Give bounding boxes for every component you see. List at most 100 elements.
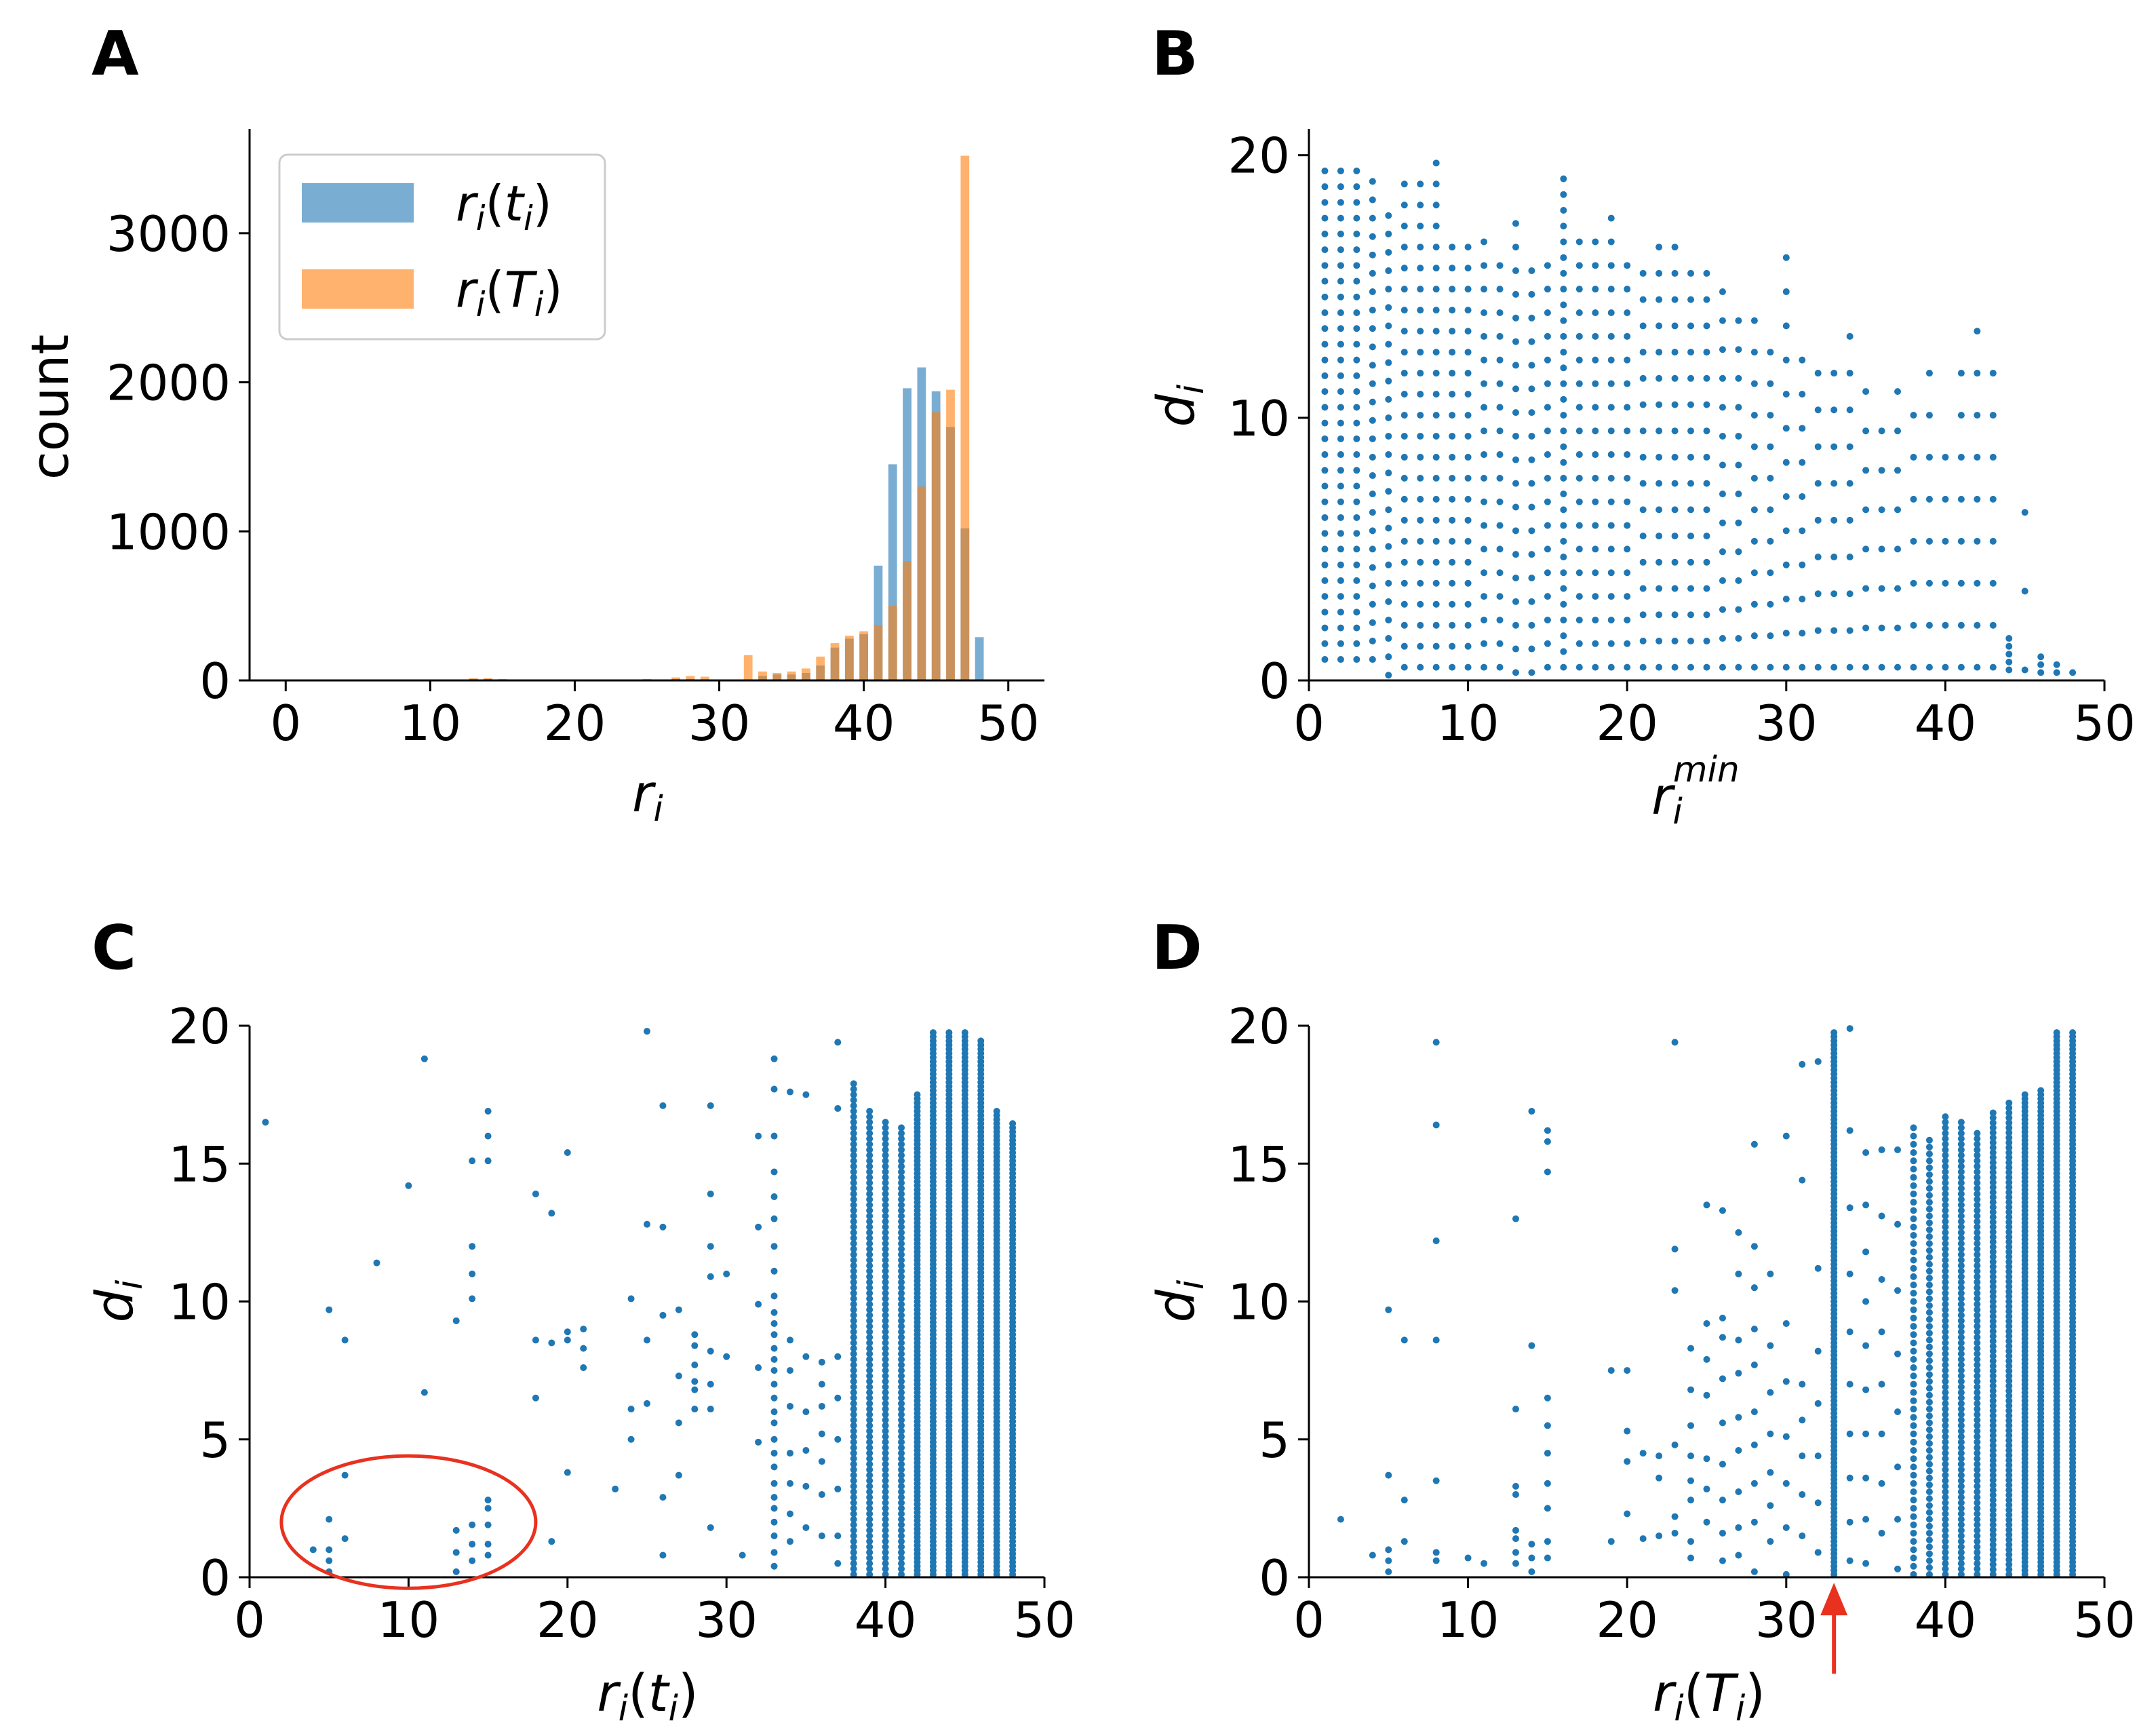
b-point xyxy=(1974,453,1981,461)
d-point xyxy=(1989,1531,1997,1539)
b-point xyxy=(1655,269,1663,277)
b-point xyxy=(1353,435,1360,442)
a-y-axis-label: count xyxy=(20,334,80,480)
c-point xyxy=(898,1201,905,1209)
c-point xyxy=(770,1193,778,1201)
b-y-tick-label: 10 xyxy=(1228,390,1290,447)
c-point xyxy=(882,1168,889,1176)
b-point xyxy=(1544,286,1551,293)
b-point xyxy=(1385,469,1392,477)
c-point xyxy=(898,1140,905,1148)
c-point xyxy=(882,1235,889,1242)
b-point xyxy=(1496,356,1504,364)
b-point xyxy=(1385,672,1392,679)
a-bar-series-2 xyxy=(903,561,912,680)
d-point xyxy=(1925,1171,1933,1178)
c-point xyxy=(882,1317,889,1324)
b-point xyxy=(1481,616,1488,623)
b-point xyxy=(1321,609,1329,616)
d-point xyxy=(1957,1290,1965,1297)
c-point xyxy=(564,1149,571,1156)
b-point xyxy=(1353,624,1360,632)
d-point xyxy=(2005,1208,2013,1216)
c-point xyxy=(866,1267,874,1275)
c-point xyxy=(898,1570,905,1578)
b-point xyxy=(1512,669,1519,676)
c-point xyxy=(882,1361,889,1368)
d-point xyxy=(1544,1168,1551,1176)
c-point xyxy=(866,1538,874,1545)
d-point xyxy=(2005,1516,2013,1524)
d-point xyxy=(1957,1461,1965,1468)
d-point xyxy=(1974,1157,1981,1165)
c-point xyxy=(866,1306,874,1313)
b-point xyxy=(1925,663,1933,671)
d-point xyxy=(1989,1536,1997,1543)
d-point xyxy=(1957,1427,1965,1435)
d-point xyxy=(1974,1505,1981,1512)
b-point xyxy=(2005,642,2013,650)
b-point xyxy=(1337,467,1344,474)
c-point xyxy=(739,1551,746,1559)
b-x-axis-label: rimin xyxy=(1651,750,1740,832)
b-point xyxy=(1321,341,1329,348)
b-point xyxy=(1544,404,1551,411)
a-bar-series-2 xyxy=(787,671,796,680)
b-point xyxy=(1767,569,1774,577)
d-point xyxy=(1974,1212,1981,1220)
c-point xyxy=(866,1499,874,1507)
b-point xyxy=(1544,522,1551,529)
b-point xyxy=(1449,642,1456,650)
d-point xyxy=(1957,1334,1965,1341)
c-point xyxy=(882,1267,889,1275)
b-point xyxy=(1560,537,1567,545)
b-point xyxy=(1799,527,1806,535)
c-point xyxy=(850,1119,857,1126)
b-point xyxy=(1767,632,1774,640)
d-point xyxy=(2005,1238,2013,1246)
b-point xyxy=(1512,432,1519,440)
c-point xyxy=(866,1416,874,1424)
b-point xyxy=(1703,585,1710,592)
d-point xyxy=(1910,1406,1917,1413)
d-point xyxy=(1385,1471,1392,1479)
d-point xyxy=(1974,1350,1981,1357)
b-point xyxy=(1719,548,1726,556)
d-point xyxy=(1974,1367,1981,1374)
c-point xyxy=(898,1184,905,1192)
b-point xyxy=(1432,411,1440,419)
b-point xyxy=(1528,503,1535,511)
d-point xyxy=(1910,1215,1917,1222)
d-point xyxy=(2005,1229,2013,1236)
b-point xyxy=(1337,341,1344,348)
b-point xyxy=(1481,356,1488,364)
d-point xyxy=(1607,1367,1615,1374)
b-point xyxy=(1481,663,1488,671)
c-point xyxy=(802,1091,810,1098)
d-point xyxy=(1910,1256,1917,1264)
b-point xyxy=(1353,293,1360,301)
d-point xyxy=(1957,1207,1965,1214)
b-point xyxy=(1639,349,1647,356)
b-point xyxy=(1671,269,1679,277)
c-point xyxy=(850,1135,857,1142)
d-point xyxy=(1957,1471,1965,1479)
c-point xyxy=(850,1311,857,1319)
b-point xyxy=(1607,404,1615,411)
d-point xyxy=(1432,1121,1440,1129)
b-point xyxy=(1544,545,1551,553)
b-point xyxy=(1671,480,1679,487)
b-point xyxy=(1544,356,1551,364)
panel-letter-c: C xyxy=(92,912,136,984)
d-point xyxy=(1974,1471,1981,1479)
c-point xyxy=(866,1279,874,1286)
c-point xyxy=(977,1037,985,1045)
d-point xyxy=(1942,1152,1949,1159)
b-point xyxy=(1481,545,1488,553)
b-point xyxy=(1575,640,1583,647)
c-point xyxy=(898,1538,905,1545)
d-point xyxy=(1862,1516,1870,1523)
c-point xyxy=(723,1353,730,1360)
d-point xyxy=(1989,1343,1997,1350)
d-point xyxy=(2005,1531,2013,1539)
